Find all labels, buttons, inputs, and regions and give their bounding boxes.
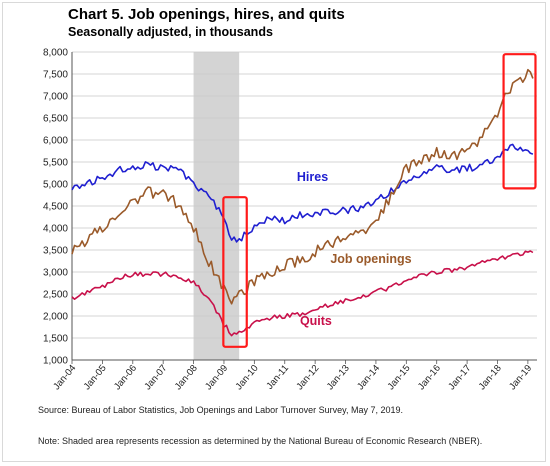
y-tick-label: 3,500	[43, 246, 68, 257]
source-note: Source: Bureau of Labor Statistics, Job …	[38, 405, 404, 415]
y-tick-label: 8,000	[43, 48, 68, 59]
x-tick-label: Jan-16	[416, 363, 443, 392]
y-tick-label: 5,500	[43, 158, 68, 169]
y-tick-label: 2,500	[43, 290, 68, 301]
x-tick-label: Jan-17	[446, 363, 473, 392]
x-tick-label: Jan-13	[325, 363, 352, 392]
y-tick-label: 1,000	[43, 356, 68, 367]
x-tick-label: Jan-14	[355, 363, 382, 392]
x-tick-label: Jan-10	[234, 363, 261, 392]
x-tick-label: Jan-08	[173, 363, 200, 392]
chart-subtitle: Seasonally adjusted, in thousands	[68, 25, 273, 39]
x-tick-label: Jan-06	[112, 363, 139, 392]
x-tick-label: Jan-07	[142, 363, 169, 392]
y-tick-label: 6,000	[43, 136, 68, 147]
series-line-hires	[71, 143, 534, 243]
y-tick-label: 5,000	[43, 180, 68, 191]
y-tick-label: 7,500	[43, 70, 68, 81]
x-tick-label: Jan-19	[507, 363, 534, 392]
series-label: Hires	[297, 170, 328, 184]
series-line-quits	[71, 250, 534, 337]
y-tick-label: 1,500	[43, 334, 68, 345]
chart-frame	[2, 2, 546, 462]
chart-svg: 1,000 1,500 2,000 2,500 3,000 3,500 4,000 4,500…	[43, 48, 537, 392]
x-tick-label: Jan-05	[82, 363, 109, 392]
y-tick-label: 4,500	[43, 202, 68, 213]
highlight-box	[222, 196, 248, 348]
y-tick-label: 2,000	[43, 312, 68, 323]
x-tick-label: Jan-09	[203, 363, 230, 392]
x-tick-label: Jan-15	[386, 363, 413, 392]
series-line-job-openings	[71, 68, 534, 305]
y-tick-label: 7,000	[43, 92, 68, 103]
shading-note: Note: Shaded area represents recession a…	[38, 436, 483, 446]
x-tick-label: Jan-04	[51, 363, 78, 392]
x-tick-label: Jan-18	[477, 363, 504, 392]
series-label: Quits	[300, 314, 332, 328]
x-tick-label: Jan-11	[264, 363, 291, 392]
highlight-box	[502, 53, 537, 190]
series-label: Job openings	[330, 252, 411, 266]
x-tick-label: Jan-12	[294, 363, 321, 392]
y-tick-label: 3,000	[43, 268, 68, 279]
y-tick-label: 4,000	[43, 224, 68, 235]
chart-title: Chart 5. Job openings, hires, and quits	[68, 6, 345, 23]
y-tick-label: 6,500	[43, 114, 68, 125]
